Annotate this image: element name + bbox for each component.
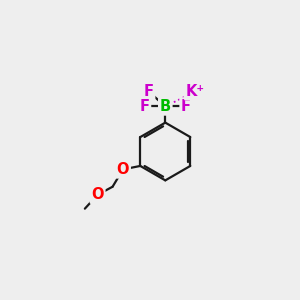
Text: K⁺: K⁺ <box>186 84 205 99</box>
Text: B: B <box>160 99 171 114</box>
Text: F: F <box>181 99 191 114</box>
Text: F: F <box>144 84 154 99</box>
Text: O: O <box>117 162 129 177</box>
Text: F: F <box>140 99 149 114</box>
Text: O: O <box>91 187 104 202</box>
